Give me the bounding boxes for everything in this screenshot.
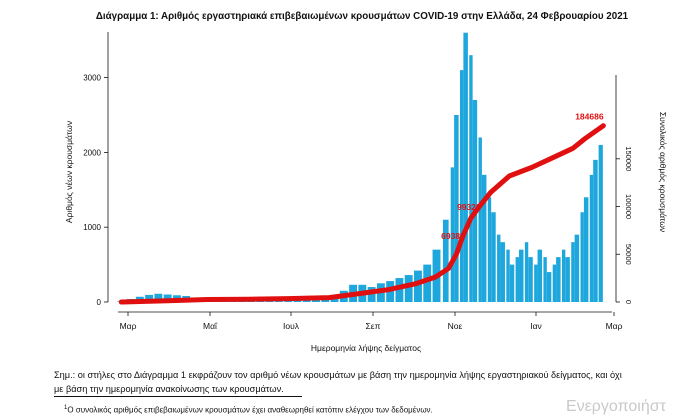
x-tick-label: Ιουλ <box>283 321 300 331</box>
bar <box>556 257 561 302</box>
bar <box>154 293 163 302</box>
bar <box>552 264 557 302</box>
annotation-label: 184686 <box>575 112 604 122</box>
bar-series <box>117 32 603 303</box>
bar <box>537 249 543 302</box>
bar <box>580 212 584 302</box>
bar <box>481 174 487 302</box>
bar <box>491 212 496 302</box>
x-tick-label: Σεπ <box>366 321 381 331</box>
bar <box>469 55 473 302</box>
annotation-label: 99322 <box>457 202 481 212</box>
bar <box>423 264 432 302</box>
bar <box>571 242 575 302</box>
bar <box>574 234 580 302</box>
bar <box>509 264 515 302</box>
annotation-label: 69389 <box>441 231 465 241</box>
bar <box>561 249 566 302</box>
x-tick-label: Μαρ <box>120 321 137 331</box>
bar <box>450 167 455 302</box>
x-tick-label: Ιαν <box>530 321 542 331</box>
y-tick-label: 0 <box>97 298 102 307</box>
bar <box>565 257 570 302</box>
y2-tick-label: 150000 <box>624 146 633 171</box>
bar <box>515 257 519 302</box>
bar <box>519 249 524 302</box>
y-axis-label: Αριθμός νέων κρουσμάτων <box>64 121 74 223</box>
bar <box>500 242 505 302</box>
bar <box>589 174 594 302</box>
bar <box>528 257 533 302</box>
bar <box>404 275 413 302</box>
y2-axis-label: Συνολικός αριθμός κρουσμάτων <box>658 112 668 232</box>
cumulative-series: 184686 99322 69389 <box>118 112 606 305</box>
footnote-text: Ο συνολικός αριθμός επιβεβαιωμένων κρουσ… <box>67 405 433 415</box>
bar <box>414 270 422 302</box>
bar <box>442 219 449 302</box>
cumulative-line <box>118 123 606 305</box>
bar <box>534 264 538 302</box>
bar <box>487 197 492 302</box>
note-line-1: Σημ.: οι στήλες στο Διάγραμμα 1 εκφράζου… <box>54 370 622 380</box>
x-tick-label: Μαρ <box>606 321 623 331</box>
y-tick-label: 3000 <box>83 74 101 83</box>
chart: Διάγραμμα 1: Αριθμός εργαστηριακά επιβεβ… <box>64 11 668 353</box>
footnote-mark: 1 <box>64 405 68 411</box>
note-line-2: με βάση την ημερομηνία ανακοίνωσης των κ… <box>54 384 284 394</box>
activation-watermark: Ενεργοποιήστ <box>566 398 666 415</box>
y2-tick-label: 0 <box>624 300 633 304</box>
bar <box>459 70 464 303</box>
chart-title: Διάγραμμα 1: Αριθμός εργαστηριακά επιβεβ… <box>96 11 629 22</box>
bar <box>524 242 529 302</box>
bar <box>145 294 154 302</box>
footnote: 1Ο συνολικός αριθμός επιβεβαιωμένων κρου… <box>64 405 433 415</box>
bar <box>546 272 552 302</box>
bar <box>497 234 501 302</box>
bar <box>598 144 603 302</box>
bar <box>543 257 547 302</box>
bar <box>454 115 459 302</box>
y2-tick-label: 100000 <box>624 194 633 219</box>
y2-tick-label: 50000 <box>624 244 633 265</box>
bar <box>593 159 598 302</box>
bar <box>367 287 376 302</box>
bar <box>472 100 478 302</box>
x-axis-label: Ημερομηνία λήψης δείγματος <box>311 343 421 353</box>
bar <box>478 137 482 302</box>
y-tick-label: 2000 <box>83 148 101 157</box>
bar <box>463 32 468 302</box>
x-tick-label: Νοε <box>448 321 463 331</box>
x-tick-label: Μαΐ <box>203 321 218 331</box>
bar <box>583 197 589 302</box>
note-underline <box>54 396 302 397</box>
axes: 0 1000 2000 3000 0 50000 100000 150000 Μαρ Μαΐ Ιου… <box>83 32 633 331</box>
y-tick-label: 1000 <box>83 223 101 232</box>
bar <box>506 249 510 302</box>
bar <box>395 278 404 302</box>
